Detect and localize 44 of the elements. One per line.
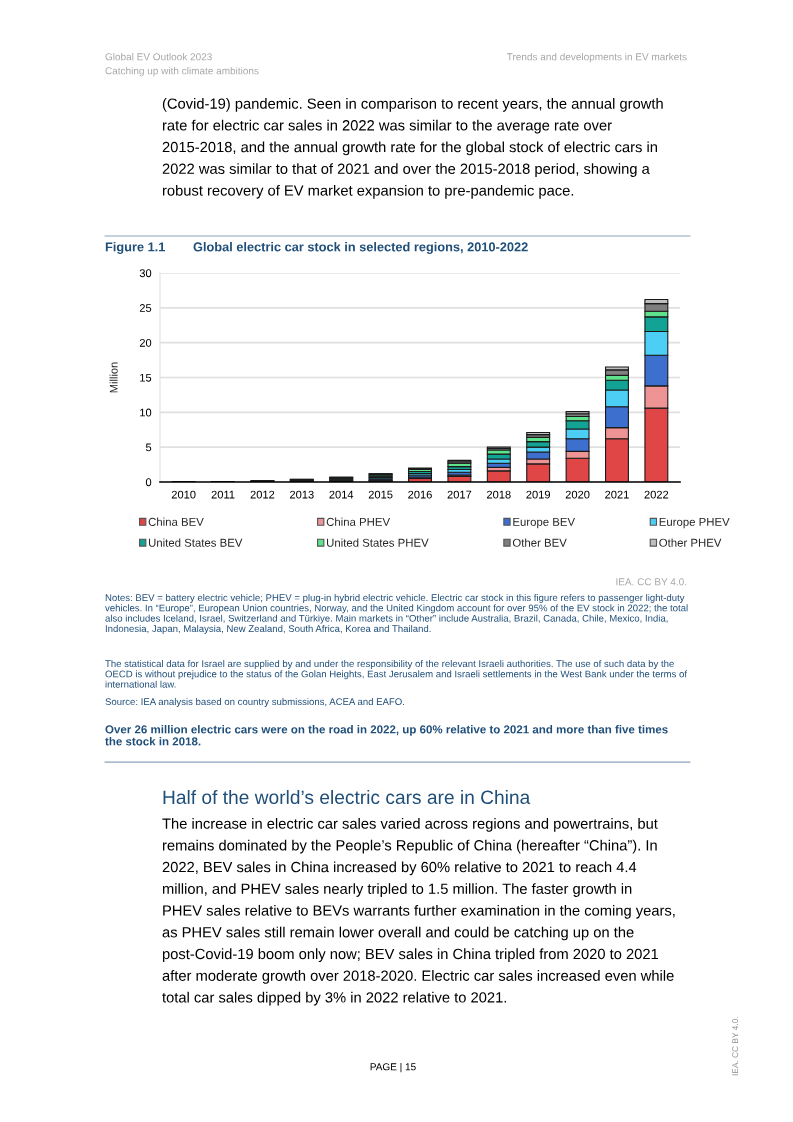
text: IEA. CC BY 4.0. — [732, 1017, 739, 1076]
x-tick-label: 2013 — [290, 490, 314, 499]
legend-label: United States PHEV — [327, 538, 429, 547]
x-tick-label: 2012 — [250, 490, 275, 499]
text: Trends and developments in EV markets — [506, 53, 687, 63]
text: PAGE | 15 — [370, 1063, 416, 1073]
legend-label: Other BEV — [512, 538, 567, 547]
y-tick-label: 0 — [145, 478, 152, 487]
legend-label: China PHEV — [326, 517, 391, 526]
y-tick-label: 15 — [140, 373, 152, 382]
x-tick-label: 2017 — [447, 490, 472, 499]
source-note: Source: IEA analysis based on country submissions, ACEA and EAFO. — [105, 698, 405, 707]
text: Global EV Outlook 2023 — [105, 53, 212, 61]
y-tick-label: 30 — [139, 269, 152, 278]
text: IEA. CC BY 4.0. — [616, 578, 687, 586]
x-tick-label: 2020 — [565, 490, 590, 499]
x-tick-label: 2016 — [408, 490, 432, 499]
y-tick-label: 25 — [139, 304, 152, 312]
x-tick-label: 2010 — [171, 490, 196, 499]
legend-label: United States BEV — [148, 538, 243, 547]
x-tick-label: 2011 — [211, 490, 235, 499]
legend-label: China BEV — [148, 517, 204, 526]
text: Catching up with climate ambitions — [105, 67, 259, 77]
legend-label: Other PHEV — [659, 538, 722, 547]
x-tick-label: 2018 — [486, 490, 511, 499]
text: Notes: BEV = battery electric vehicle; PHEV = plug-in hybrid electric vehicle. Electric car stock in this figure refers to passenger light-duty vehicles. In “Europe”, European Union countries, Norway, and the United Kingdom account for over 95% of the EV stock in 2022; the total also includes Iceland, Israel, Switzerland and Türkiye. Main markets in “Other” include Australia, Brazil, Canada, Chile, Mexico, India, Indonesia, Japan, Malaysia, New Zealand, South Africa, Korea and Thailand. — [105, 594, 688, 634]
chart-title: Figure 1.1 — [105, 242, 165, 254]
y-tick-label: 5 — [145, 443, 152, 452]
text: The increase in electric car sales varied across regions and powertrains, but remains dominated by the People’s Republic of China (hereafter “China”). In 2022, BEV sales in China increased by 60% relative to 2021 to reach 4.4 million, and PHEV sales nearly tripled to 1.5 million. The faster growth in PHEV sales relative to BEVs warrants further examination in the coming years, as PHEV sales still remain lower overall and could be catching up on the post-Covid-19 boom only now; BEV sales in China tripled from 2020 to 2021 after moderate growth over 2018-2020. Electric car sales increased even while total car sales dipped by 3% in 2022 relative to 2021. — [162, 818, 675, 1006]
y-tick-label: 20 — [139, 338, 152, 347]
text: Half of the world’s electric cars are in China — [163, 790, 531, 805]
text: (Covid-19) pandemic. Seen in comparison to recent years, the annual growth rate for electric car sales in 2022 was similar to the average rate over 2015-2018, and the annual growth rate for the global stock of electric cars in 2022 was similar to that of 2021 and over the 2015-2018 period, showing a robust recovery of EV market expansion to pre-pandemic pace. — [162, 98, 663, 199]
chart-subtitle: Global electric car stock in selected regions, 2010-2022 — [193, 242, 528, 254]
x-tick-label: 2014 — [329, 490, 354, 499]
y-axis-title: Million — [109, 362, 118, 393]
x-tick-label: 2019 — [526, 490, 551, 499]
x-tick-label: 2022 — [644, 490, 669, 499]
x-tick-label: 2021 — [605, 490, 629, 499]
text: Over 26 million electric cars were on the road in 2022, up 60% relative to 2021 and more than five times the stock in 2018. — [105, 725, 668, 746]
text: The statistical data for Israel are supplied by and under the responsibility of the relevant Israeli authorities. The use of such data by the OECD is without prejudice to the status of the Golan Heights, East Jerusalem and Israeli settlements in the West Bank under the terms of international law. — [105, 660, 688, 688]
x-tick-label: 2015 — [368, 490, 393, 499]
y-tick-label: 10 — [140, 408, 152, 417]
legend-label: Europe PHEV — [659, 517, 730, 529]
legend-label: Europe BEV — [513, 517, 576, 529]
